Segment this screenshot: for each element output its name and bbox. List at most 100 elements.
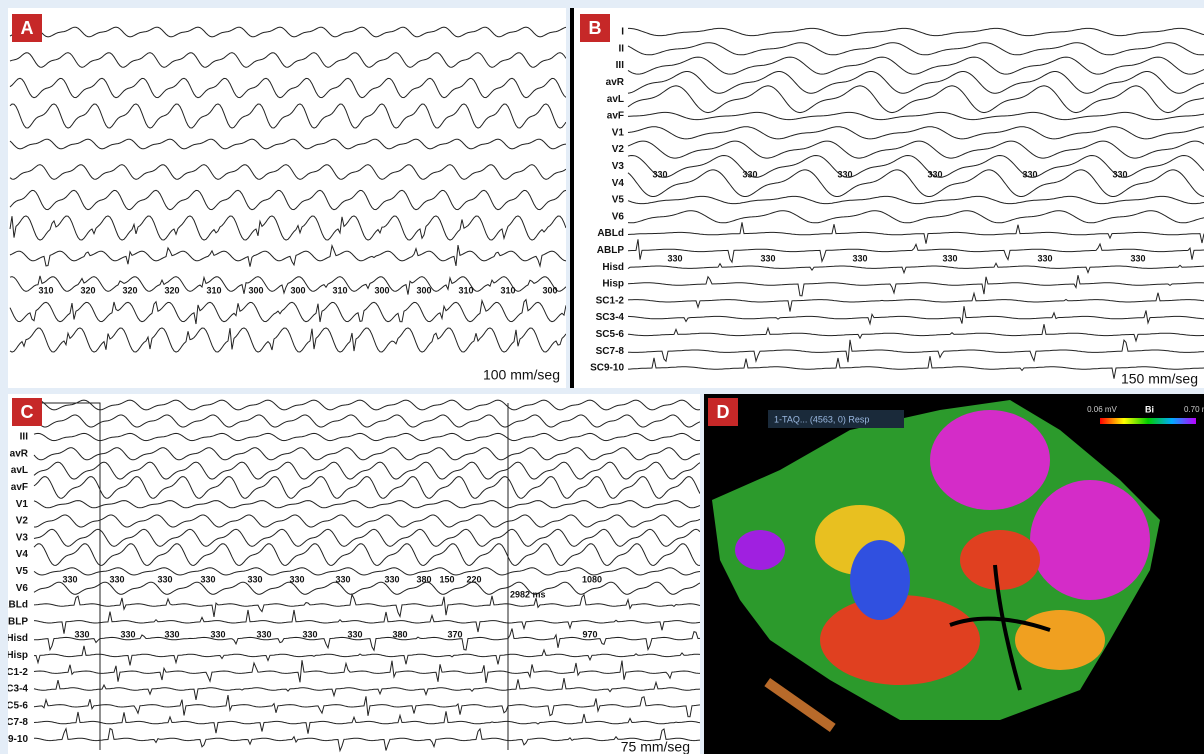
interval: 330 [1037, 253, 1052, 263]
lead-label: V1 [16, 499, 29, 510]
interval: 310 [500, 285, 515, 295]
interval: 380 [392, 629, 407, 639]
panel-a [8, 8, 566, 388]
interval: 330 [302, 629, 317, 639]
interval: 300 [416, 285, 431, 295]
speed: 75 mm/seg [621, 739, 690, 754]
map-region [960, 530, 1040, 590]
lead-label: I [621, 27, 624, 38]
interval: 330 [157, 574, 172, 584]
interval: 330 [760, 253, 775, 263]
interval: 220 [466, 574, 481, 584]
interval: 310 [38, 285, 53, 295]
lead-label: avR [10, 448, 29, 459]
interval: 330 [164, 629, 179, 639]
panel-label: A [21, 18, 34, 38]
divider [570, 8, 574, 388]
interval: 330 [1112, 169, 1127, 179]
interval: 1080 [582, 574, 602, 584]
interval: 330 [1130, 253, 1145, 263]
panel-b [574, 8, 1204, 388]
panel-label: B [589, 18, 602, 38]
lead-label: ABLd [1, 600, 28, 611]
lead-label: V6 [612, 211, 625, 222]
lead-label: SC3-4 [0, 684, 28, 695]
interval: 320 [164, 285, 179, 295]
interval: 330 [852, 253, 867, 263]
lead-label: V5 [16, 566, 29, 577]
interval: 150 [439, 574, 454, 584]
lead-label: V5 [612, 195, 625, 206]
panel-label: C [21, 402, 34, 422]
interval: 330 [109, 574, 124, 584]
interval: 330 [200, 574, 215, 584]
interval: 330 [74, 629, 89, 639]
interval: 330 [652, 169, 667, 179]
interval: 310 [206, 285, 221, 295]
interval: 330 [742, 169, 757, 179]
scale-min: 0.06 mV [1087, 405, 1117, 414]
interval: 380 [416, 574, 431, 584]
lead-label: avL [607, 94, 624, 105]
lead-label: V3 [16, 532, 29, 543]
lead-label: V4 [16, 549, 29, 560]
map-region [735, 530, 785, 570]
lead-label: SC9-10 [0, 734, 28, 745]
lead-label: avF [607, 111, 624, 122]
interval: 330 [335, 574, 350, 584]
lead-label: avR [606, 77, 625, 88]
map-region [930, 410, 1050, 510]
lead-label: III [20, 432, 29, 443]
interval: 370 [447, 629, 462, 639]
lead-label: Hisp [602, 279, 624, 290]
lead-label: SC7-8 [596, 346, 625, 357]
page: 3103203203203103003003103003003103103001… [0, 0, 1204, 754]
lead-label: SC1-2 [596, 295, 625, 306]
interval: 330 [210, 629, 225, 639]
map-region [850, 540, 910, 620]
speed: 100 mm/seg [483, 367, 560, 383]
color-scale [1100, 418, 1196, 424]
scale-max: 0.70 mV [1184, 405, 1204, 414]
lead-label: ABLP [597, 245, 625, 256]
interval: 330 [1022, 169, 1037, 179]
map-region [1015, 610, 1105, 670]
map-selector[interactable]: 1-TAQ... (4563, 0) Resp [774, 414, 869, 424]
lead-label: Hisd [6, 633, 28, 644]
speed: 150 mm/seg [1121, 371, 1198, 387]
lead-label: avL [11, 465, 28, 476]
lead-label: V3 [612, 161, 625, 172]
interval: 320 [80, 285, 95, 295]
lead-label: SC3-4 [596, 312, 625, 323]
interval: 300 [542, 285, 557, 295]
interval: 330 [837, 169, 852, 179]
interval: 310 [332, 285, 347, 295]
lead-label: ABLd [597, 228, 624, 239]
lead-label: V4 [612, 178, 625, 189]
interval: 330 [247, 574, 262, 584]
interval: 970 [582, 629, 597, 639]
interval: 320 [122, 285, 137, 295]
interval: 330 [347, 629, 362, 639]
interval: 310 [458, 285, 473, 295]
interval: 300 [248, 285, 263, 295]
lead-label: V2 [612, 144, 625, 155]
interval: 330 [120, 629, 135, 639]
lead-label: avF [11, 482, 28, 493]
panel-label: D [717, 402, 730, 422]
interval: 300 [374, 285, 389, 295]
lead-label: III [616, 60, 625, 71]
interval: 330 [942, 253, 957, 263]
lead-label: SC5-6 [596, 329, 625, 340]
duration: 2982 ms [510, 589, 546, 599]
interval: 330 [667, 253, 682, 263]
lead-label: V2 [16, 516, 29, 527]
map-region [1030, 480, 1150, 600]
lead-label: V1 [612, 127, 625, 138]
interval: 330 [927, 169, 942, 179]
interval: 330 [289, 574, 304, 584]
interval: 330 [256, 629, 271, 639]
lead-label: SC9-10 [590, 363, 624, 374]
lead-label: SC1-2 [0, 667, 28, 678]
interval: 330 [62, 574, 77, 584]
